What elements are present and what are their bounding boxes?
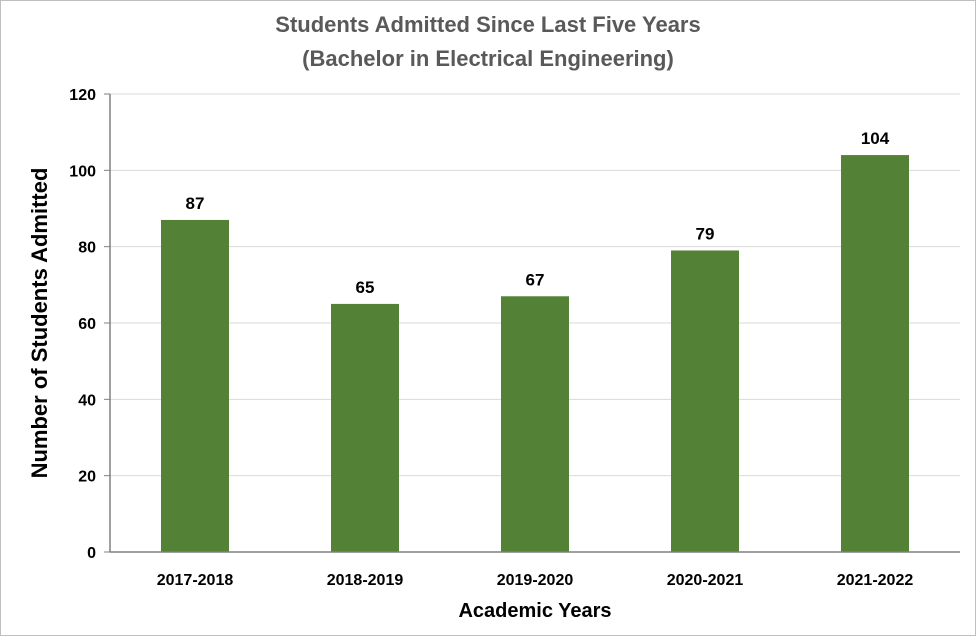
tick-labels: 0 20 40 60 80 100 120 87 2017-2018 65 2018-2019 67 2…: [69, 87, 913, 589]
y-tick-label: 100: [69, 163, 96, 180]
axes: [104, 93, 960, 553]
data-label: 67: [526, 270, 545, 289]
y-axis-title: Number of Students Admitted: [27, 168, 52, 479]
y-tick-label: 80: [78, 240, 96, 257]
y-tick-label: 20: [78, 469, 96, 486]
x-tick-label: 2021-2022: [837, 572, 914, 589]
x-tick-label: 2017-2018: [157, 572, 234, 589]
y-tick-label: 0: [87, 545, 96, 562]
data-label: 79: [696, 224, 715, 243]
x-tick-label: 2019-2020: [497, 572, 574, 589]
data-label: 65: [356, 278, 375, 297]
bar-2020-2021: [671, 250, 739, 552]
y-tick-label: 60: [78, 316, 96, 333]
data-label: 104: [861, 129, 890, 148]
x-tick-label: 2020-2021: [667, 572, 744, 589]
y-tick-label: 40: [78, 392, 96, 409]
chart-title: Students Admitted Since Last Five Years: [275, 12, 701, 37]
data-label: 87: [186, 194, 205, 213]
chart-subtitle: (Bachelor in Electrical Engineering): [302, 46, 674, 71]
x-axis-title: Academic Years: [458, 600, 611, 622]
bar-2019-2020: [501, 296, 569, 552]
x-tick-label: 2018-2019: [327, 572, 404, 589]
y-tick-label: 120: [69, 87, 96, 104]
bar-2017-2018: [161, 219, 229, 552]
bars: [161, 155, 909, 553]
bar-2018-2019: [331, 303, 399, 552]
bar-2021-2022: [841, 155, 909, 553]
